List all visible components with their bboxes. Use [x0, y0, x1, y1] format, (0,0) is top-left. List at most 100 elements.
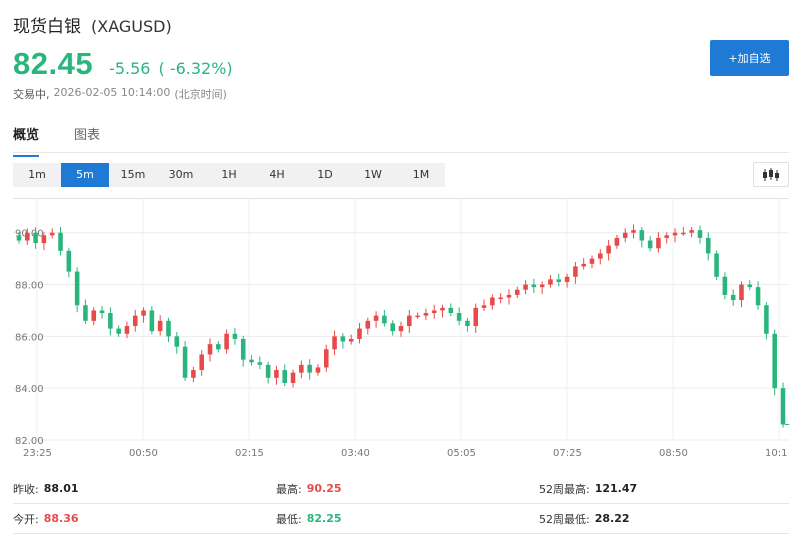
last-price: 82.45 [13, 46, 94, 81]
candle-body [373, 315, 379, 321]
candle-body [216, 344, 221, 350]
candle-body [25, 232, 30, 241]
instrument-name: 现货白银 [13, 17, 81, 37]
interval-1d[interactable]: 1D [317, 168, 333, 181]
x-tick-label: 07:25 [553, 448, 582, 459]
candle-body [191, 370, 196, 378]
candle-body [290, 372, 296, 383]
timezone: (北京时间) [174, 88, 227, 101]
y-tick-label: 86.00 [15, 332, 44, 343]
candle-body [697, 230, 703, 238]
candle-body [265, 364, 271, 378]
candle-body [99, 310, 105, 314]
candle-body [764, 305, 769, 334]
candle-body [639, 230, 645, 241]
x-tick-label: 02:15 [235, 448, 264, 459]
interval-4h[interactable]: 4H [269, 168, 285, 181]
interval-30m[interactable]: 30m [168, 168, 194, 181]
stat-open: 今开: 88.36 [13, 512, 79, 526]
interval-5m[interactable]: 5m [61, 163, 109, 187]
stat-52w-low: 52周最低: 28.22 [539, 512, 630, 526]
candle-body [199, 354, 204, 371]
interval-15m[interactable]: 15m [120, 168, 146, 181]
candle-body [108, 313, 113, 329]
candle-body [348, 338, 354, 342]
candle-body [182, 346, 188, 378]
stat-52w-high: 52周最高: 121.47 [539, 482, 638, 496]
candle-body [730, 294, 736, 301]
candle-body [564, 276, 570, 282]
interval-1w[interactable]: 1W [364, 168, 382, 181]
interval-1mo[interactable]: 1M [412, 168, 430, 181]
candle-body [523, 284, 528, 290]
candle-body [390, 323, 395, 332]
candle-body [705, 237, 711, 254]
candle-body [431, 310, 437, 314]
candle-body [49, 232, 55, 236]
candle-body [315, 367, 321, 373]
candle-body [41, 235, 47, 244]
candle-body [498, 297, 503, 299]
candle-body [16, 235, 22, 241]
candle-body [207, 344, 213, 355]
candle-body [506, 294, 512, 298]
price-chart[interactable]: 82.0084.0086.0088.0090.0023:2500:5002:15… [13, 198, 789, 463]
interval-1m[interactable]: 1m [28, 168, 46, 181]
stats-table: 昨收: 88.01 最高: 90.25 52周最高: 121.47 今开: 88.36 … [13, 474, 789, 534]
stat-prev-close: 昨收: 88.01 [13, 482, 79, 496]
x-tick-label: 08:50 [659, 448, 688, 459]
candle-body [365, 320, 371, 329]
candle-body [664, 235, 670, 238]
tab-overview[interactable]: 概览 [13, 124, 40, 157]
candle-body [91, 310, 97, 321]
candle-body [598, 253, 603, 259]
add-to-watchlist-button[interactable]: +加自选 [710, 40, 789, 76]
candle-body [174, 336, 180, 347]
x-tick-label: 10:1 [765, 448, 787, 459]
stats-row: 今开: 88.36 最低: 82.25 52周最低: 28.22 [13, 504, 789, 534]
candle-body [282, 370, 288, 383]
candle-body [66, 250, 72, 272]
candle-body [274, 370, 279, 378]
candle-body [232, 333, 238, 339]
candle-body [622, 232, 628, 238]
candle-body [473, 307, 479, 326]
candle-body [606, 245, 611, 254]
candle-body [323, 349, 329, 368]
instrument-title: 现货白银 (XAGUSD) [13, 12, 172, 37]
candle-body [581, 263, 586, 267]
stats-row: 昨收: 88.01 最高: 90.25 52周最高: 121.47 [13, 474, 789, 504]
candle-body [299, 364, 304, 373]
candle-body [531, 284, 537, 288]
candle-body [556, 279, 562, 282]
candle-body [672, 232, 678, 236]
candle-body [647, 240, 653, 249]
interval-1h[interactable]: 1H [221, 168, 237, 181]
candle-body [448, 307, 454, 314]
timestamp: 2026-02-05 10:14:00 [53, 86, 171, 99]
candle-body [423, 313, 429, 316]
candle-body [382, 315, 387, 324]
instrument-symbol: (XAGUSD) [91, 17, 172, 36]
chart-type-toggle[interactable] [753, 162, 789, 187]
candle-body [149, 310, 155, 332]
stat-high: 最高: 90.25 [276, 482, 342, 496]
tab-chart[interactable]: 图表 [74, 128, 101, 143]
candle-body [307, 364, 312, 373]
candle-body [224, 333, 229, 350]
x-tick-label: 03:40 [341, 448, 370, 459]
candle-body [456, 313, 462, 321]
y-tick-label: 88.00 [15, 281, 44, 292]
candle-body [465, 320, 470, 326]
candle-body [407, 315, 412, 326]
candle-body [332, 336, 337, 350]
candle-body [116, 328, 121, 334]
x-tick-label: 00:50 [129, 448, 158, 459]
candle-body [340, 336, 346, 342]
candle-body [490, 297, 495, 306]
price-change-percent: ( -6.32%) [158, 59, 233, 78]
candle-body [357, 328, 362, 339]
candle-body [240, 338, 246, 360]
candle-body [33, 232, 38, 244]
candlestick-icon [763, 167, 779, 181]
